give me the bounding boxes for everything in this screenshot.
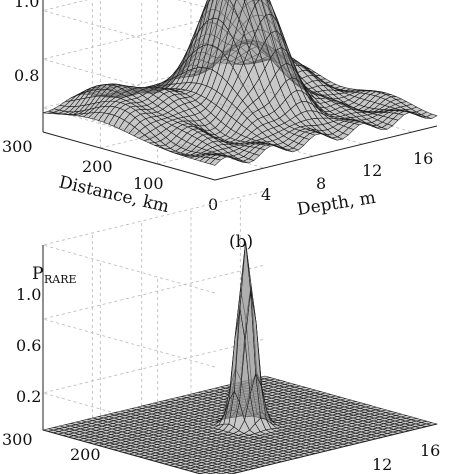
z-tick-1: 1.0 (14, 0, 39, 11)
surface-cell (208, 0, 211, 3)
axes-a (42, 0, 438, 181)
y-tick-300: 300 (2, 137, 33, 156)
x-tick-4: 4 (261, 185, 271, 204)
z-tick-1-0: 1.0 (16, 285, 41, 304)
x-tick-16-b: 16 (420, 441, 440, 460)
z-axis-label-subscript: RARE (44, 273, 77, 286)
y-tick-300-b: 300 (2, 430, 33, 449)
x-tick-12: 12 (362, 161, 382, 180)
x-tick-8: 8 (316, 174, 326, 193)
x-axis-line (229, 423, 438, 474)
panel-caption-b: (b) (229, 232, 253, 252)
y-tick-100: 100 (133, 174, 164, 193)
y-tick-0: 0 (208, 195, 218, 214)
x-axis-line (214, 125, 438, 181)
surface-plot-a: 0.8 1.0 300 200 100 0 4 8 12 16 Distance… (2, 0, 438, 220)
y-tick-200-b: 200 (70, 445, 101, 464)
grid-line (41, 190, 266, 294)
y-axis-line (42, 429, 203, 474)
surface-cell (203, 0, 210, 12)
surface-cell (425, 113, 438, 119)
x-tick-12-b: 12 (372, 455, 392, 474)
z-tick-0: 0.8 (14, 66, 39, 85)
y-axis-line (42, 131, 216, 181)
y-tick-200: 200 (82, 157, 113, 176)
z-tick-0-6: 0.6 (16, 336, 41, 355)
axes-b (42, 245, 438, 474)
surface-mesh-b (41, 241, 439, 474)
surface-plot-b: P RARE 1.0 0.6 0.2 300 200 12 16 (2, 190, 440, 474)
x-axis-label: Depth, m (296, 188, 377, 220)
x-tick-16: 16 (413, 149, 433, 168)
z-tick-0-2: 0.2 (16, 387, 41, 406)
z-axis-label: P (32, 264, 43, 284)
surface-mesh-a (42, 0, 438, 166)
